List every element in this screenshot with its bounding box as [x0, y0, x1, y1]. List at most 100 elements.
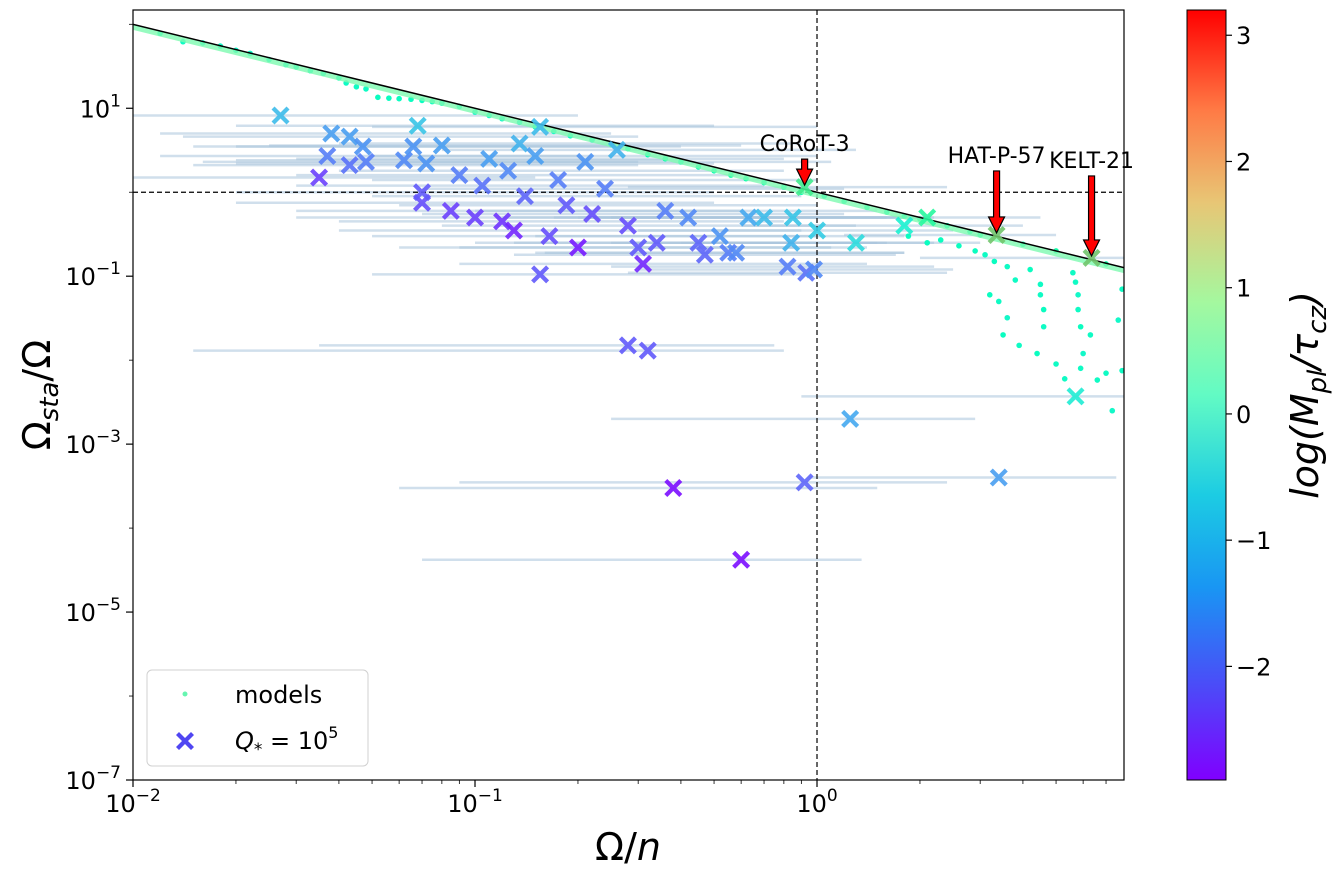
y-tick-label: 101	[80, 91, 121, 123]
legend: models Q* = 105	[146, 669, 369, 767]
annotation-arrow	[795, 158, 814, 187]
model-point	[905, 233, 912, 239]
axes-frame	[132, 9, 1125, 781]
observed-point	[607, 140, 626, 159]
legend-frame	[146, 669, 369, 767]
observed-point	[322, 124, 341, 143]
model-point	[1004, 314, 1011, 321]
observed-point	[727, 243, 746, 262]
y-tick-label: 10−5	[65, 595, 121, 627]
observed-point	[679, 208, 698, 227]
model-point	[1109, 407, 1116, 414]
annotations: CoRoT-3 HAT-P-57 KELT-21	[760, 132, 1134, 258]
observed-point	[271, 106, 290, 125]
annotation-label: HAT-P-57	[948, 144, 1046, 169]
observed-point	[695, 245, 714, 264]
observed-point	[568, 238, 587, 257]
observed-point	[510, 134, 529, 153]
model-point	[1012, 277, 1019, 283]
model-point	[353, 84, 360, 90]
plot-area: CoRoT-3 HAT-P-57 KELT-21 10−2 10−1 100 10110…	[65, 9, 1134, 818]
model-point	[995, 298, 1002, 305]
model-point	[937, 237, 944, 243]
model-point	[1004, 263, 1011, 270]
model-point	[1103, 370, 1109, 376]
model-point	[1087, 332, 1094, 338]
model-point	[1037, 292, 1044, 298]
y-axis-ticks: 101 10−1 10−3 10−5 10−7	[65, 23, 133, 795]
colorbar-tick-label: 3	[1236, 22, 1251, 50]
observed-point	[918, 208, 937, 227]
model-point	[1040, 323, 1047, 330]
observed-point	[549, 170, 568, 189]
observed-point	[473, 176, 492, 195]
observed-point	[466, 208, 485, 227]
colorbar-tick-label: −1	[1236, 527, 1271, 555]
legend-observed-label: Q* = 105	[235, 723, 338, 760]
annotation-label: KELT-21	[1049, 149, 1134, 174]
model-point	[986, 292, 993, 298]
model-point	[1034, 350, 1040, 357]
observed-point	[353, 137, 372, 156]
model-point	[982, 251, 988, 258]
observed-point	[895, 216, 914, 235]
observed-point	[629, 238, 648, 257]
observed-point	[846, 233, 865, 252]
model-point	[1000, 332, 1006, 338]
model-point	[1027, 266, 1033, 273]
observed-point	[540, 227, 559, 246]
legend-observed-marker	[176, 732, 194, 750]
annotation-arrow	[1082, 175, 1101, 258]
model-point	[1119, 367, 1124, 374]
model-point	[1094, 377, 1101, 383]
observed-point	[526, 147, 545, 166]
observed-point	[710, 227, 729, 246]
model-point	[1037, 281, 1044, 288]
observed-point	[1066, 387, 1085, 406]
y-tick-label: 10−7	[65, 763, 121, 795]
observed-point	[356, 152, 375, 171]
observed-point	[755, 208, 774, 227]
observed-point	[989, 468, 1008, 487]
legend-models-label: models	[235, 681, 322, 709]
observed-point	[340, 127, 359, 146]
model-point	[1115, 317, 1122, 323]
model-point	[1077, 323, 1084, 330]
colorbar-gradient	[1186, 9, 1227, 781]
observed-point	[583, 205, 602, 224]
observed-point	[318, 147, 337, 166]
fit-line	[133, 23, 1124, 269]
colorbar-label: log(Mpl/τcz)	[1283, 291, 1333, 499]
observed-point	[778, 257, 797, 276]
colorbar-ticks: 3 2 1 0 −1 −2	[1226, 22, 1271, 681]
observed-point	[515, 187, 534, 206]
colorbar: 3 2 1 0 −1 −2 log(Mpl/τcz)	[1186, 9, 1333, 781]
x-tick-label: 100	[796, 786, 837, 818]
model-point	[972, 248, 978, 254]
annotation-arrow	[987, 170, 1006, 235]
colorbar-tick-label: 0	[1236, 401, 1251, 429]
model-point	[991, 258, 998, 265]
observed-point	[404, 137, 423, 156]
observed-point	[499, 161, 518, 180]
observed-point	[504, 221, 523, 240]
observed-point	[618, 336, 637, 355]
observed-point	[417, 154, 436, 173]
model-point	[1016, 342, 1022, 349]
model-point	[1077, 365, 1084, 372]
model-point	[1119, 286, 1124, 293]
model-point	[1061, 375, 1068, 382]
model-point	[1053, 361, 1059, 367]
model-point	[363, 86, 369, 92]
y-tick-label: 10−1	[65, 259, 121, 291]
observed-point	[689, 233, 708, 252]
observed-point	[841, 409, 860, 428]
observed-point	[783, 208, 802, 227]
observed-point	[596, 179, 615, 198]
reference-lines	[133, 10, 1124, 780]
observed-point	[395, 151, 414, 170]
y-axis-label: Ωsta/Ω	[15, 340, 65, 451]
observed-point	[408, 116, 427, 135]
model-point	[386, 95, 392, 101]
